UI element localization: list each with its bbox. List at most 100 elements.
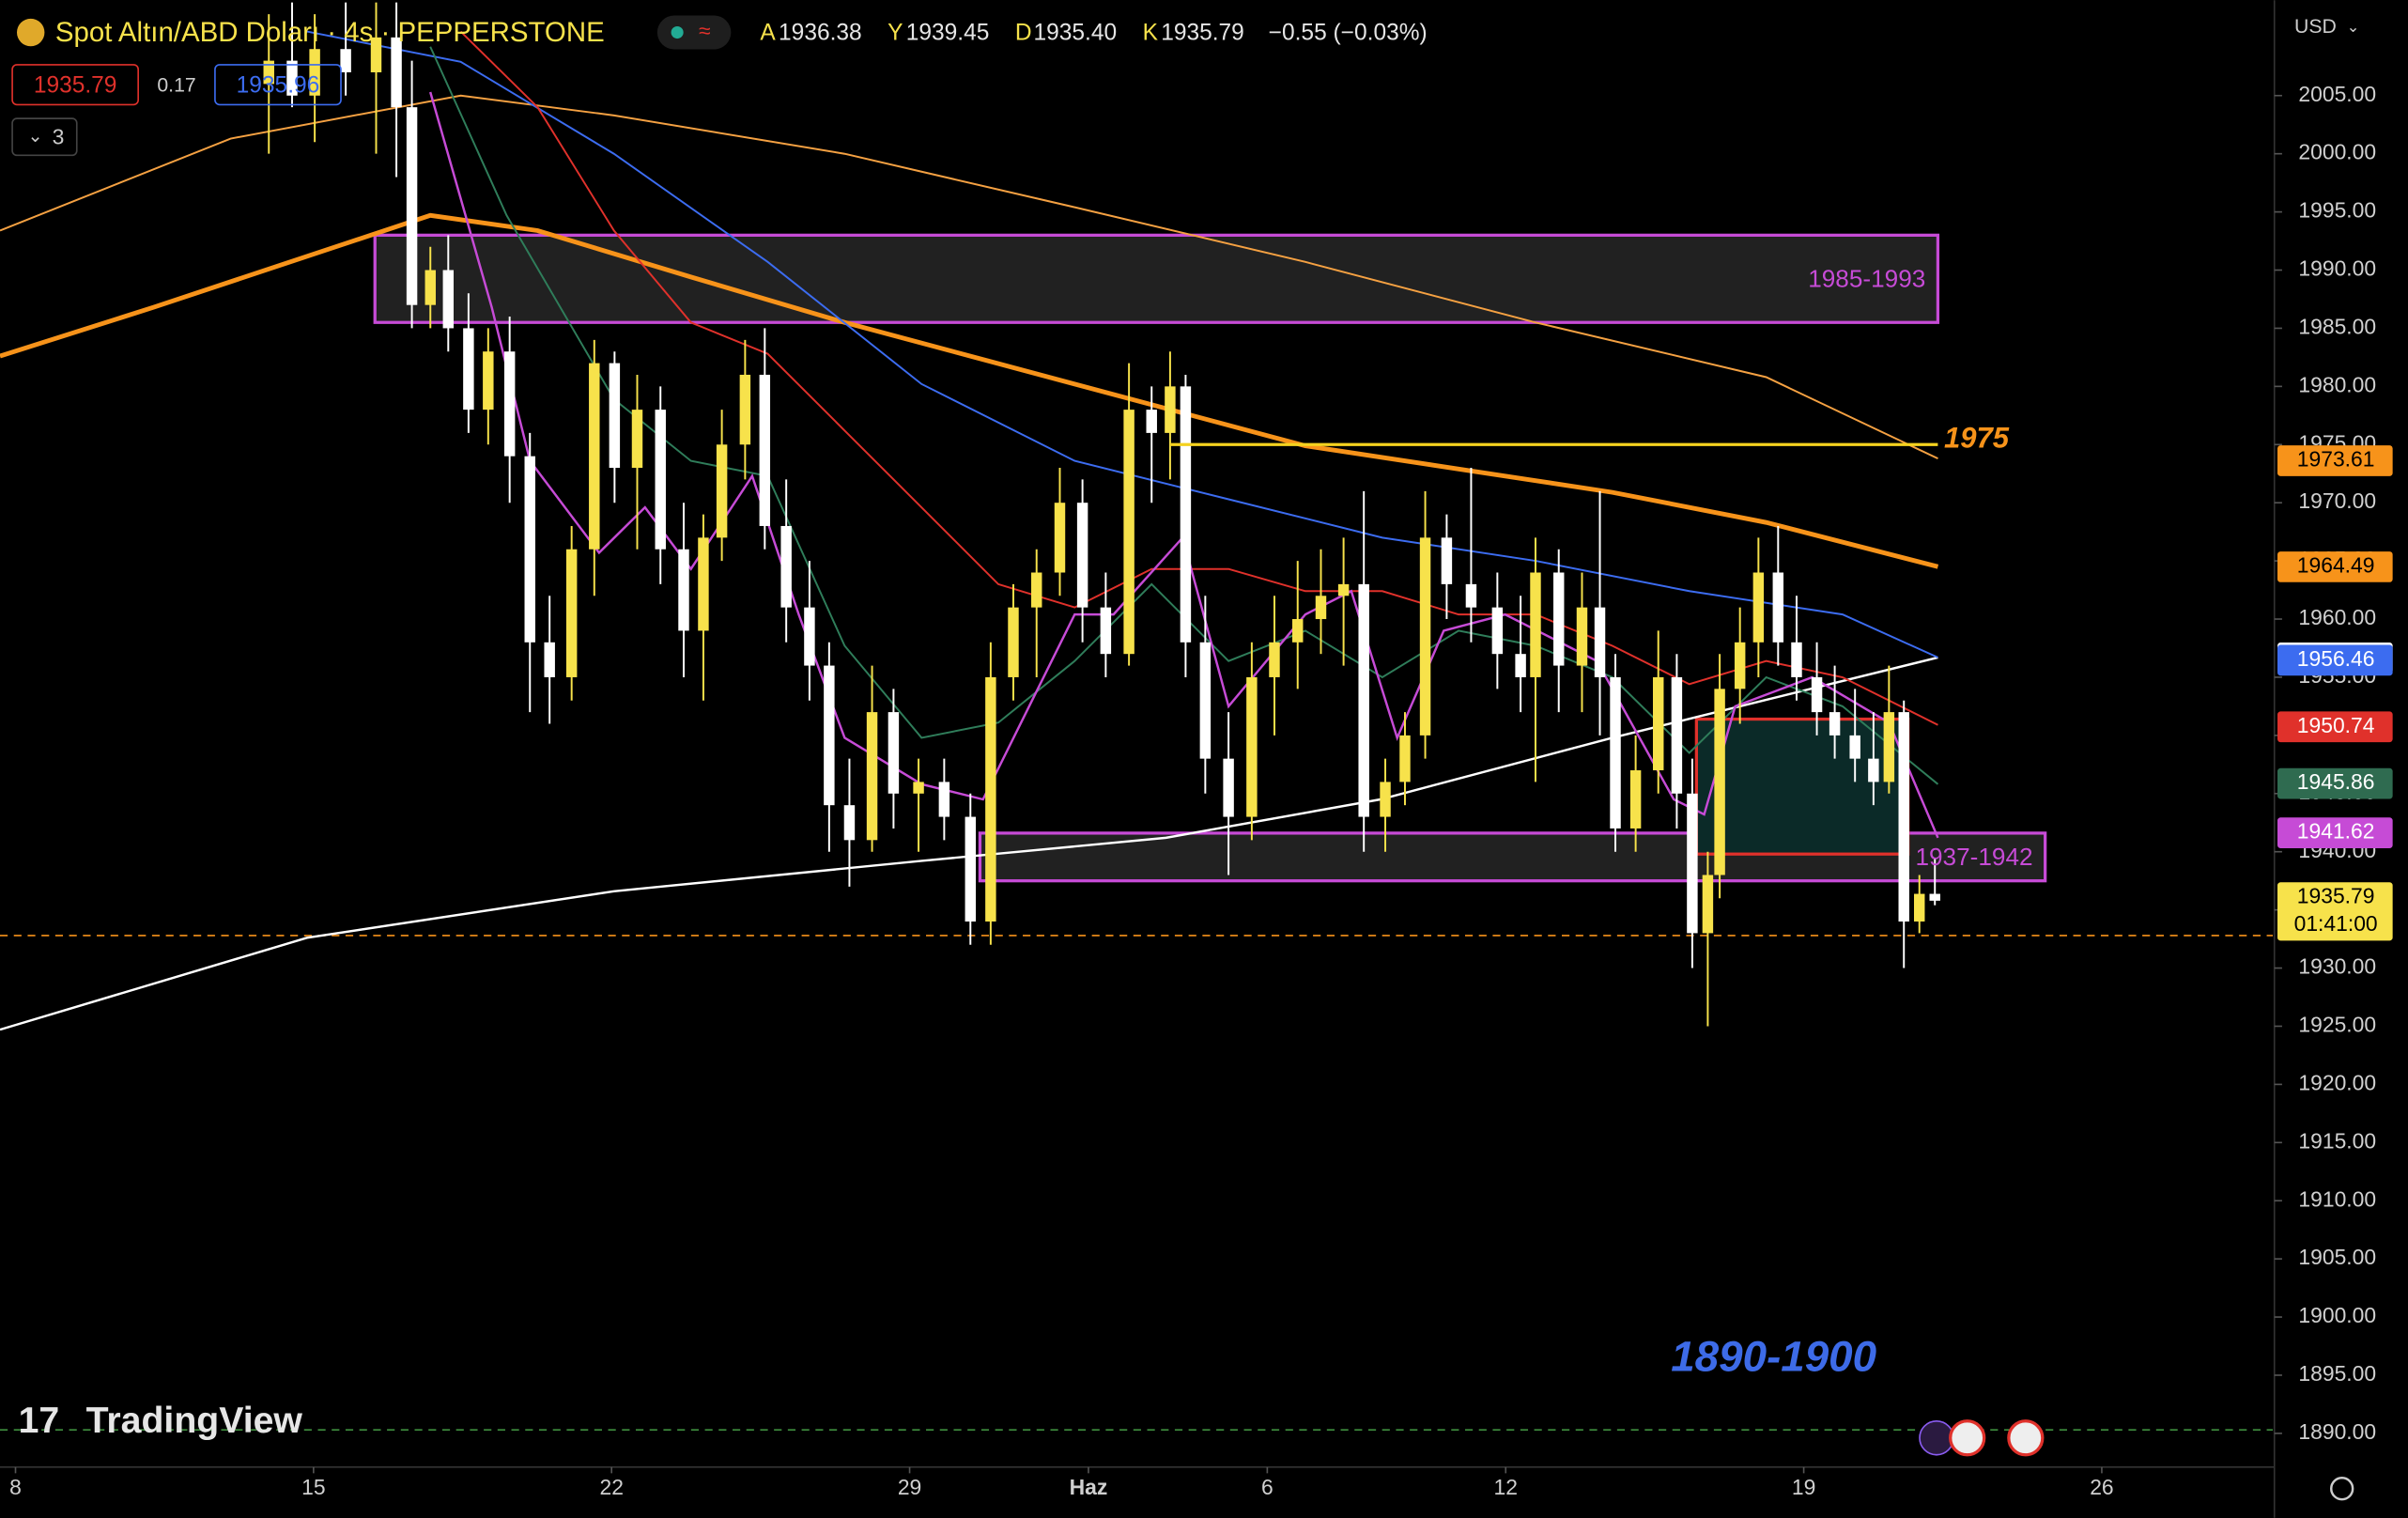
candle-body bbox=[1380, 782, 1391, 817]
price-label: 1956.46 bbox=[2297, 646, 2375, 671]
candle-body bbox=[1515, 654, 1526, 677]
price-label-box bbox=[2277, 445, 2393, 476]
candle-body bbox=[263, 60, 274, 85]
moving-average bbox=[0, 94, 1938, 460]
candle-body bbox=[1883, 712, 1895, 782]
ohlc-value: 1935.79 bbox=[1161, 21, 1244, 46]
ask-box[interactable] bbox=[214, 64, 342, 106]
candle-body bbox=[1553, 572, 1565, 666]
candle-body bbox=[1772, 572, 1784, 643]
candle-body bbox=[463, 328, 474, 410]
price-label-box bbox=[2277, 882, 2393, 941]
candle-body bbox=[424, 270, 436, 305]
candle-body bbox=[843, 805, 856, 841]
chevron: ⌄ bbox=[27, 126, 42, 147]
candle-body bbox=[678, 549, 689, 631]
candle-body bbox=[565, 549, 578, 677]
candle-body bbox=[609, 363, 621, 469]
y-tick-label: 1910.00 bbox=[2298, 1186, 2376, 1211]
candle-body bbox=[1146, 410, 1157, 433]
candle-body bbox=[1829, 712, 1841, 736]
currency[interactable]: USD bbox=[2294, 15, 2337, 38]
y-tick-label: 1980.00 bbox=[2298, 372, 2376, 396]
candle-body bbox=[985, 676, 996, 922]
ohlc-key: A bbox=[760, 21, 776, 46]
candle-body bbox=[1530, 572, 1541, 677]
candle-body bbox=[1791, 642, 1802, 677]
candle-body bbox=[739, 374, 751, 445]
spread: 0.17 bbox=[157, 73, 195, 96]
ohlc-key: Y bbox=[888, 21, 903, 46]
candle-body bbox=[965, 816, 977, 922]
price-label: 1935.79 bbox=[2297, 884, 2375, 908]
countdown: 01:41:00 bbox=[2294, 911, 2378, 936]
candle-body bbox=[1734, 642, 1746, 689]
candle-body bbox=[698, 537, 709, 631]
zone bbox=[373, 233, 1940, 324]
zone-label: 1937-1942 bbox=[1915, 843, 2032, 871]
event-icon[interactable] bbox=[1919, 1419, 1954, 1456]
annotation: 1890-1900 bbox=[1671, 1332, 1876, 1380]
logo-mark: 17 bbox=[19, 1400, 60, 1441]
price-label: 1950.74 bbox=[2297, 713, 2375, 737]
candle-body bbox=[1165, 386, 1176, 433]
symbol-title: Spot Altın/ABD Doları · 4s · PEPPERSTONE bbox=[55, 17, 605, 48]
price-label-box bbox=[2277, 711, 2393, 743]
candle-body bbox=[309, 49, 320, 96]
ohlc-change: −0.55 (−0.03%) bbox=[1269, 21, 1428, 46]
event-icon[interactable] bbox=[2007, 1419, 2045, 1457]
candle-body bbox=[391, 37, 402, 108]
y-tick-label: 1985.00 bbox=[2298, 314, 2376, 338]
position-box bbox=[1694, 717, 1910, 856]
bid-box[interactable] bbox=[11, 64, 139, 106]
candle-body bbox=[1465, 583, 1477, 608]
ohlc-value: 1936.38 bbox=[779, 21, 862, 46]
candle-body bbox=[1687, 793, 1698, 934]
candle-body bbox=[1292, 619, 1304, 643]
price-label-box bbox=[2277, 817, 2393, 849]
candle-body bbox=[888, 712, 900, 794]
ohlc: A 1936.38 Y 1939.45 D 1935.40 K 1935.79 −0.55 (−… bbox=[760, 21, 1427, 46]
y-tick-label: 1900.00 bbox=[2298, 1303, 2376, 1327]
currency-chevron: ⌄ bbox=[2347, 19, 2360, 36]
candle-body bbox=[716, 444, 728, 538]
candle-body bbox=[1491, 607, 1504, 655]
candle-body bbox=[913, 782, 924, 794]
candle-body bbox=[1752, 572, 1765, 643]
x-tick-label: Haz bbox=[1070, 1475, 1108, 1499]
candle-body bbox=[631, 410, 643, 469]
candle-body bbox=[780, 525, 792, 608]
price-label: 1964.49 bbox=[2297, 552, 2375, 577]
candle-body bbox=[442, 270, 455, 329]
candle-body bbox=[1180, 386, 1192, 643]
candle-body bbox=[503, 351, 516, 457]
candle-body bbox=[483, 351, 494, 410]
plot-area bbox=[0, 2, 2274, 1432]
indicator-toggle[interactable] bbox=[11, 117, 78, 157]
candle-body bbox=[655, 410, 666, 550]
price-label-box bbox=[2277, 644, 2393, 676]
x-tick-label: 6 bbox=[1261, 1475, 1273, 1499]
y-tick-label: 1895.00 bbox=[2298, 1361, 2376, 1386]
price-label: 1941.62 bbox=[2297, 819, 2375, 844]
status-pill[interactable] bbox=[656, 15, 732, 50]
settings-icon[interactable] bbox=[2330, 1477, 2354, 1501]
candle-body bbox=[1576, 607, 1588, 666]
x-tick-label: 15 bbox=[301, 1475, 325, 1499]
candle-body bbox=[1399, 735, 1411, 782]
candle-body bbox=[1199, 642, 1212, 759]
y-tick-label: 1925.00 bbox=[2298, 1013, 2376, 1037]
event-icon[interactable] bbox=[1949, 1419, 1986, 1457]
candle-body bbox=[524, 456, 535, 643]
candle-body bbox=[1653, 676, 1664, 771]
zone-label: 1985-1993 bbox=[1808, 264, 1925, 292]
candle-body bbox=[1223, 758, 1234, 817]
price-label-box bbox=[2277, 551, 2393, 582]
candle-body bbox=[1441, 537, 1453, 584]
candle-body bbox=[1594, 607, 1606, 677]
indicator-count: 3 bbox=[53, 124, 65, 148]
y-tick-label: 1905.00 bbox=[2298, 1245, 2376, 1269]
